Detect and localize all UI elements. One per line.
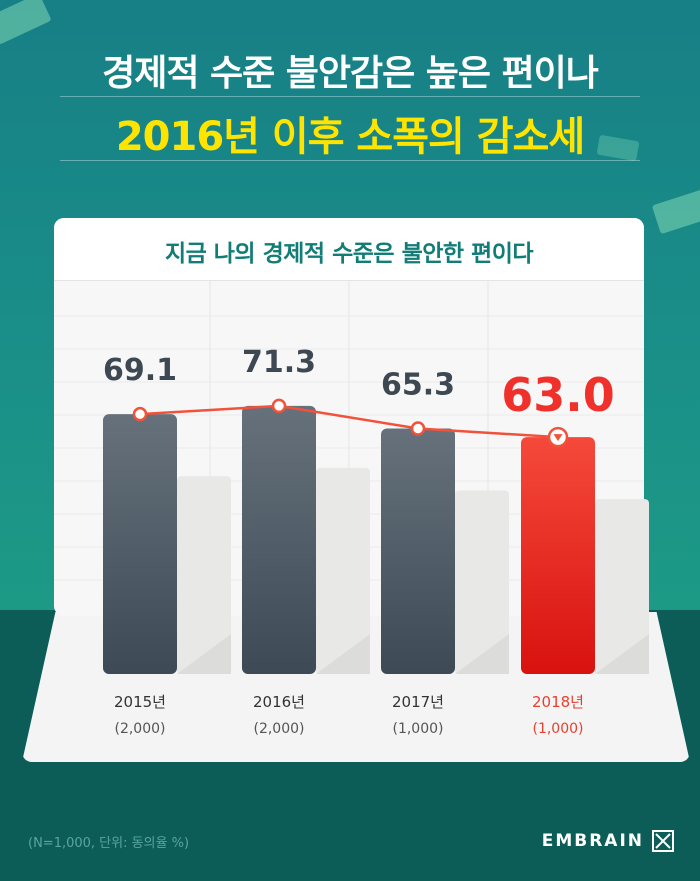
bar-shadow-floor bbox=[177, 634, 231, 674]
year-label: 2015년 bbox=[114, 693, 166, 711]
footnote: (N=1,000, 단위: 동의율 %) bbox=[28, 836, 190, 851]
year-label: 2016년 bbox=[253, 693, 305, 711]
trend-point bbox=[410, 421, 426, 436]
bar-shadow-floor bbox=[455, 634, 509, 674]
bar-2017년 bbox=[381, 428, 455, 674]
value-label: 71.3 bbox=[242, 345, 316, 380]
trend-point bbox=[271, 398, 287, 414]
headline-line1: 경제적 수준 불안감은 높은 편이나 bbox=[102, 53, 599, 94]
bar-shadow bbox=[316, 467, 370, 674]
value-label: 63.0 bbox=[501, 368, 615, 422]
headline-line2: 2016년 이후 소폭의 감소세 bbox=[115, 114, 585, 160]
bar-2016년 bbox=[242, 405, 316, 674]
chart-title: 지금 나의 경제적 수준은 불안한 편이다 bbox=[164, 241, 534, 267]
chart-panel-header: 지금 나의 경제적 수준은 불안한 편이다 bbox=[54, 218, 644, 281]
bar-shadow bbox=[177, 476, 231, 674]
sample-size-label: (1,000) bbox=[532, 721, 583, 737]
sample-size-label: (2,000) bbox=[114, 721, 165, 737]
bar-shadow bbox=[595, 499, 649, 674]
year-label: 2018년 bbox=[532, 693, 584, 711]
brand: EMBRAIN bbox=[542, 830, 674, 852]
embrain-logo-icon bbox=[652, 830, 674, 852]
bar-shadow-floor bbox=[316, 634, 370, 674]
bar-shadow bbox=[455, 490, 509, 674]
headline-divider bbox=[60, 96, 640, 97]
sample-size-label: (2,000) bbox=[253, 721, 304, 737]
trend-point bbox=[132, 406, 148, 422]
value-label: 69.1 bbox=[103, 353, 177, 388]
value-label: 65.3 bbox=[381, 367, 455, 402]
decrease-arrow-icon bbox=[553, 434, 563, 442]
headline-divider bbox=[60, 160, 640, 161]
bar-2015년 bbox=[103, 414, 177, 674]
trend-line bbox=[139, 404, 559, 439]
bar-2018년 bbox=[521, 437, 595, 674]
brand-name: EMBRAIN bbox=[541, 831, 644, 851]
sample-size-label: (1,000) bbox=[392, 721, 443, 737]
year-label: 2017년 bbox=[392, 693, 444, 711]
bar-shadow-floor bbox=[595, 634, 649, 674]
